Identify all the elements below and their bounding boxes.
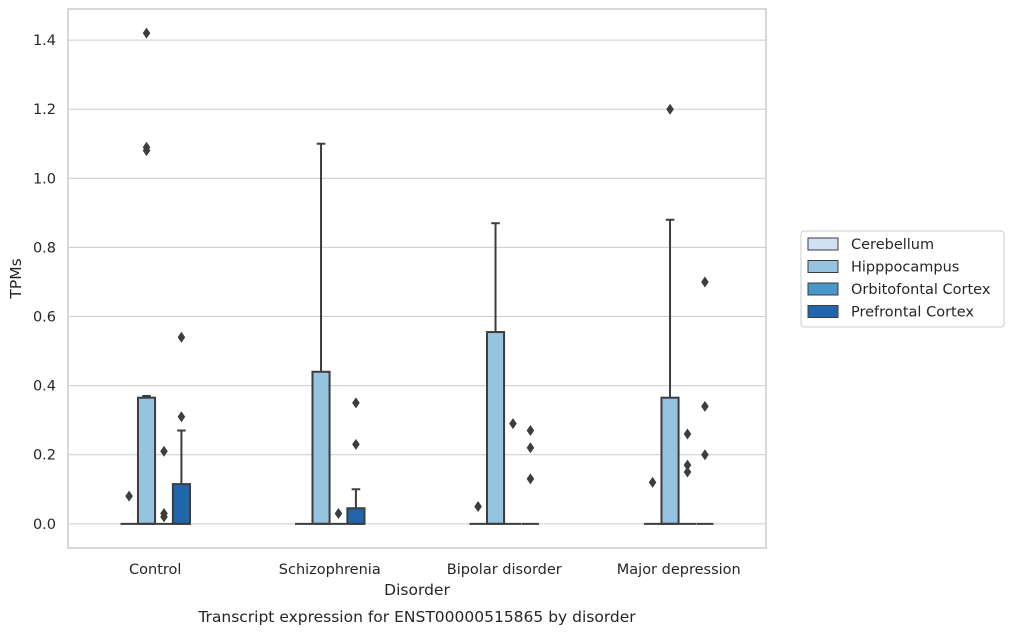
outlier-point xyxy=(701,449,709,461)
box-orbitofontal-cortex xyxy=(504,418,522,525)
box-orbitofontal-cortex xyxy=(678,428,697,525)
y-tick-label: 0.6 xyxy=(33,310,56,326)
outlier-point xyxy=(352,397,360,409)
legend-swatch xyxy=(807,282,839,296)
legend-swatch xyxy=(807,260,839,273)
y-tick-label: 0.4 xyxy=(33,379,56,395)
box-orbitofontal-cortex xyxy=(155,445,173,525)
box-hipppocampus xyxy=(136,27,157,525)
y-tick-label: 1.4 xyxy=(33,33,56,49)
box-hipppocampus xyxy=(660,103,680,525)
y-tick-label: 1.2 xyxy=(33,102,56,118)
box-body xyxy=(660,396,680,525)
legend-label: Hipppocampus xyxy=(851,260,959,276)
outlier-point xyxy=(177,411,186,423)
x-tick-label: Control xyxy=(129,562,181,578)
box-body xyxy=(311,370,331,525)
chart-caption: Transcript expression for ENST0000051586… xyxy=(197,608,636,626)
outlier-point xyxy=(648,476,657,488)
outlier-point xyxy=(683,428,692,440)
box-body xyxy=(136,396,157,525)
box-body xyxy=(485,331,506,525)
outlier-point xyxy=(160,445,168,457)
box-prefrontal-cortex xyxy=(696,276,714,525)
outlier-point xyxy=(683,466,692,478)
legend-swatch xyxy=(807,305,839,318)
box-plot-area xyxy=(120,27,714,525)
outlier-point xyxy=(474,501,482,513)
box-cerebellum xyxy=(644,476,662,525)
y-tick-label: 1.0 xyxy=(33,171,56,187)
x-tick-label: Bipolar disorder xyxy=(447,562,562,578)
x-tick-label: Major depression xyxy=(617,562,741,578)
gridlines xyxy=(68,39,766,525)
legend: Cerebellum Hipppocampus Orbitofontal Corte… xyxy=(800,230,1005,328)
x-axis-title: Disorder xyxy=(384,581,450,599)
y-axis-title: TPMs xyxy=(7,258,25,299)
outlier-point xyxy=(526,442,535,454)
legend-label: Cerebellum xyxy=(851,237,934,253)
outlier-point xyxy=(666,103,674,115)
box-hipppocampus xyxy=(311,142,331,525)
outlier-point xyxy=(526,473,535,485)
outlier-point xyxy=(142,145,151,157)
outlier-point xyxy=(526,425,535,437)
outlier-point xyxy=(125,490,133,502)
outlier-point xyxy=(509,418,517,430)
outlier-point xyxy=(142,27,151,39)
box-prefrontal-cortex xyxy=(521,425,539,525)
x-axis-ticks: Control Schizophrenia Bipolar disorder Majo… xyxy=(129,562,741,578)
box-body xyxy=(171,483,191,525)
box-hipppocampus xyxy=(485,222,506,525)
y-tick-label: 0.2 xyxy=(33,448,56,464)
outlier-point xyxy=(683,459,692,471)
outlier-point xyxy=(701,400,709,412)
y-tick-label: 0.0 xyxy=(33,517,56,533)
box-prefrontal-cortex xyxy=(346,397,366,525)
box-orbitofontal-cortex xyxy=(329,507,348,525)
legend-swatch xyxy=(807,237,839,251)
box-cerebellum xyxy=(469,501,487,525)
x-tick-label: Schizophrenia xyxy=(279,562,381,578)
outlier-point xyxy=(160,511,168,523)
box-cerebellum xyxy=(120,490,138,525)
legend-label: Prefrontal Cortex xyxy=(851,305,974,321)
box-prefrontal-cortex xyxy=(171,331,191,525)
outlier-point xyxy=(701,276,709,288)
outlier-point xyxy=(334,507,343,519)
legend-frame xyxy=(800,230,1005,328)
box-body xyxy=(346,507,366,525)
y-axis-ticks: 0.0 0.2 0.4 0.6 0.8 1.0 1.2 1.4 xyxy=(33,33,56,533)
legend-label: Orbitofontal Cortex xyxy=(851,282,991,298)
outlier-point xyxy=(352,438,360,450)
outlier-point xyxy=(177,331,186,343)
y-tick-label: 0.8 xyxy=(33,240,56,256)
plot-frame xyxy=(67,8,767,549)
